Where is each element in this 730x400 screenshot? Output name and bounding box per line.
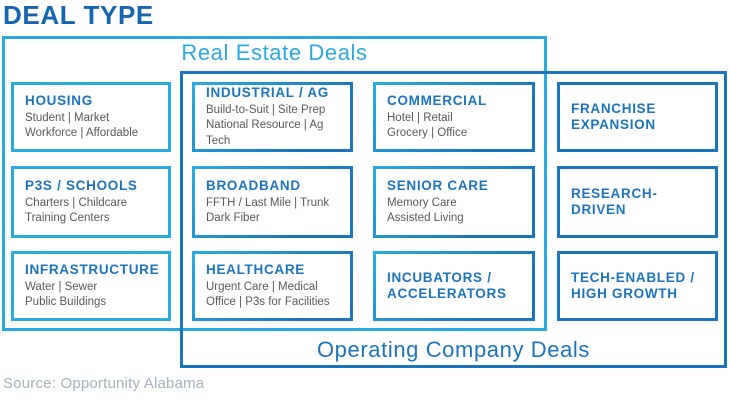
card-body: Hotel | Retail Grocery | Office <box>387 111 468 139</box>
card-body: FFTH / Last Mile | Trunk Dark Fiber <box>206 196 330 224</box>
card-title: P3S / SCHOOLS <box>25 177 138 193</box>
card-commercial: COMMERCIAL Hotel | Retail Grocery | Offi… <box>373 82 535 152</box>
card-body: Urgent Care | Medical Office | P3s for F… <box>206 280 330 308</box>
card-research-driven: RESEARCH- DRIVEN <box>557 166 718 238</box>
card-title: INCUBATORS / ACCELERATORS <box>387 270 507 301</box>
real-estate-group-box <box>2 36 547 331</box>
card-industrial-ag: INDUSTRIAL / AG Build-to-Suit | Site Pre… <box>192 82 353 152</box>
card-title: RESEARCH- DRIVEN <box>571 186 658 217</box>
card-title: SENIOR CARE <box>387 177 489 193</box>
card-body: Memory Care Assisted Living <box>387 196 464 224</box>
card-title: BROADBAND <box>206 177 301 193</box>
card-broadband: BROADBAND FFTH / Last Mile | Trunk Dark … <box>192 166 353 238</box>
card-title: INFRASTRUCTURE <box>25 261 160 277</box>
real-estate-group-label: Real Estate Deals <box>181 40 368 65</box>
card-title: TECH-ENABLED / HIGH GROWTH <box>571 270 695 301</box>
card-title: HEALTHCARE <box>206 261 305 277</box>
card-body: Build-to-Suit | Site Prep National Resou… <box>206 104 326 147</box>
card-title: INDUSTRIAL / AG <box>206 85 330 101</box>
card-housing: HOUSING Student | Market Workforce | Aff… <box>11 82 171 152</box>
card-body: Water | Sewer Public Buildings <box>25 280 107 308</box>
card-body: Student | Market Workforce | Affordable <box>25 111 139 139</box>
card-incubators-accelerators: INCUBATORS / ACCELERATORS <box>373 251 535 321</box>
card-body: Charters | Childcare Training Centers <box>25 196 128 224</box>
operating-company-group-box <box>180 71 727 368</box>
card-p3s-schools: P3S / SCHOOLS Charters | Childcare Train… <box>11 166 171 238</box>
source-attribution: Source: Opportunity Alabama <box>3 375 205 392</box>
card-healthcare: HEALTHCARE Urgent Care | Medical Office … <box>192 251 353 321</box>
card-title: COMMERCIAL <box>387 92 487 108</box>
card-title: HOUSING <box>25 92 93 108</box>
card-tech-enabled-high-growth: TECH-ENABLED / HIGH GROWTH <box>557 251 718 321</box>
operating-company-group-label: Operating Company Deals <box>316 337 591 362</box>
card-franchise-expansion: FRANCHISE EXPANSION <box>557 82 718 152</box>
card-infrastructure: INFRASTRUCTURE Water | Sewer Public Buil… <box>11 251 171 321</box>
page-title: DEAL TYPE <box>3 0 154 30</box>
card-senior-care: SENIOR CARE Memory Care Assisted Living <box>373 166 535 238</box>
card-title: FRANCHISE EXPANSION <box>571 101 657 132</box>
